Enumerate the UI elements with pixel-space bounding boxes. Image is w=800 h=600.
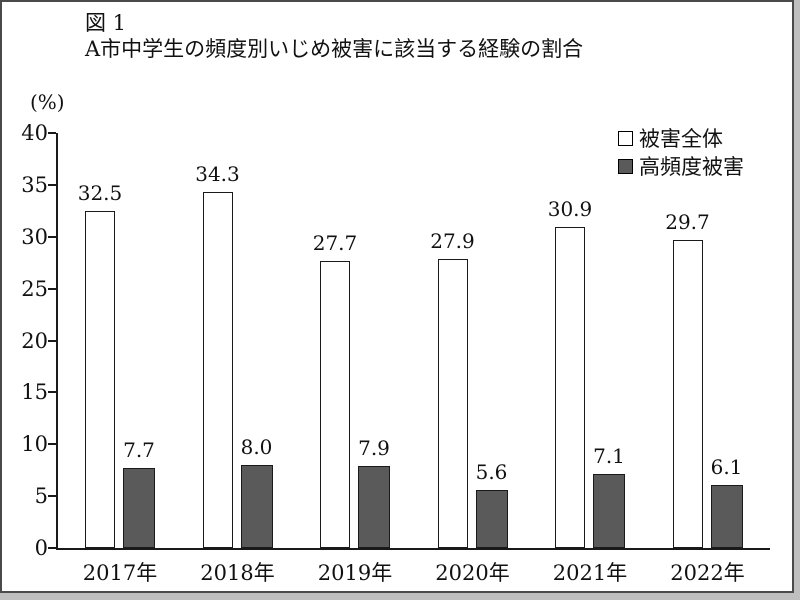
bar-high — [475, 489, 508, 548]
bar-value-label-total: 34.3 — [195, 162, 240, 187]
legend: 被害全体 高頻度被害 — [618, 124, 744, 180]
y-tick-label: 10 — [21, 432, 48, 457]
y-tick-label: 40 — [21, 121, 48, 145]
legend-swatch-total-icon — [618, 130, 633, 146]
bar-value-label-total: 32.5 — [77, 180, 123, 205]
bar-high — [710, 484, 743, 548]
bar-value-label-high: 8.0 — [240, 435, 273, 459]
bar-total — [85, 210, 115, 548]
legend-item: 被害全体 — [618, 124, 744, 152]
y-tick-label: 25 — [21, 276, 48, 301]
bar-value-label-high: 5.6 — [475, 459, 508, 484]
legend-label: 被害全体 — [639, 127, 723, 151]
legend-swatch-high-icon — [618, 158, 633, 174]
y-tick-label: 0 — [34, 536, 48, 560]
legend-label: 高頻度被害 — [639, 155, 744, 179]
y-axis-unit-label: (%) — [30, 90, 65, 114]
bar-value-label-total: 27.7 — [312, 230, 358, 255]
y-axis-line — [56, 133, 58, 550]
bar-value-label-total: 30.9 — [547, 197, 593, 222]
bar-value-label-high: 7.9 — [358, 436, 390, 461]
y-tick-label: 15 — [21, 380, 48, 405]
x-axis-line — [56, 548, 770, 550]
y-tick — [48, 495, 56, 498]
y-tick — [48, 235, 56, 238]
y-tick — [48, 547, 56, 549]
x-category-label: 2019年 — [317, 561, 393, 585]
legend-item: 高頻度被害 — [618, 152, 744, 180]
y-tick — [48, 287, 56, 290]
bar-value-label-total: 27.9 — [430, 228, 475, 253]
x-category-label: 2020年 — [435, 561, 510, 585]
y-tick-label: 20 — [21, 328, 48, 353]
y-tick-label: 30 — [21, 224, 48, 249]
y-tick — [48, 132, 56, 134]
bar-total — [672, 239, 703, 548]
x-category-label: 2021年 — [552, 561, 628, 585]
bar-high — [593, 474, 625, 548]
bar-total — [202, 192, 233, 548]
x-category-label: 2017年 — [82, 561, 158, 585]
bar-value-label-high: 7.7 — [123, 438, 155, 463]
y-tick — [48, 183, 56, 186]
bar-high — [123, 468, 155, 548]
bar-value-label-high: 7.1 — [593, 444, 625, 469]
figure-label: 図 1 — [85, 11, 127, 35]
bar-total — [437, 258, 468, 548]
figure-title: A市中学生の頻度別いじめ被害に該当する経験の割合 — [85, 37, 584, 61]
x-category-label: 2018年 — [200, 561, 275, 585]
bar-value-label-total: 29.7 — [665, 209, 710, 234]
y-tick — [48, 339, 56, 342]
y-tick — [48, 443, 56, 446]
bar-value-label-high: 6.1 — [710, 454, 743, 479]
y-tick-label: 5 — [34, 484, 48, 509]
y-tick-label: 35 — [21, 172, 48, 197]
bar-total — [555, 227, 585, 548]
bar-high — [358, 466, 390, 548]
y-tick — [48, 391, 56, 394]
bar-high — [240, 465, 273, 548]
x-category-label: 2022年 — [670, 561, 745, 585]
bar-total — [320, 260, 350, 548]
